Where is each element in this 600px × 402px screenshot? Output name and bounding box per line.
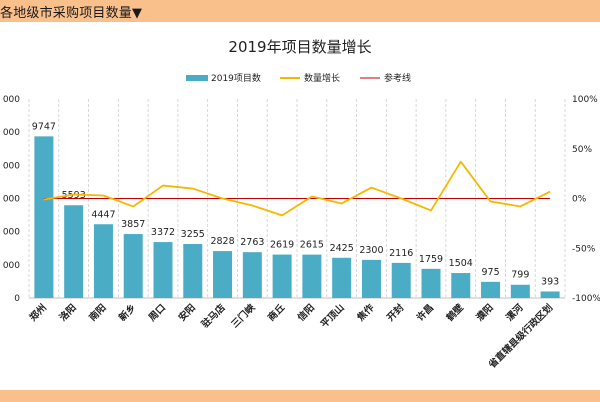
legend-label-reference: 参考线 <box>384 72 411 84</box>
category-label: 漯河 <box>504 301 526 323</box>
category-label: 安阳 <box>176 302 198 324</box>
category-labels: 郑州 洛阳 南阳 新乡 周口 安阳 驻马店 三门峡 商丘 信阳 平顶山 焦作 开封 许昌 鹤壁 濮阳 漯河省直辖… <box>27 301 555 371</box>
right-tick-label: 50% <box>572 145 592 155</box>
bar-value-label: 2116 <box>389 248 413 259</box>
legend-swatch-bars <box>186 75 208 81</box>
category-label: 郑州 <box>27 302 49 324</box>
bar-value-label: 2300 <box>359 245 383 256</box>
right-tick-label: -50% <box>572 244 596 254</box>
left-tick-label: 000 <box>3 161 20 171</box>
category-label: 周口 <box>147 302 168 323</box>
legend: 2019项目数 数量增长 参考线 <box>186 72 411 84</box>
bar <box>242 252 262 298</box>
bar <box>123 234 143 298</box>
legend-label-bars: 2019项目数 <box>211 72 261 84</box>
legend-label-growth: 数量增长 <box>304 72 340 84</box>
category-label: 开封 <box>384 301 406 323</box>
left-tick-label: 000 <box>3 128 20 138</box>
series-line <box>43 160 551 217</box>
bar-value-labels: 9747 5593 4447 3857 3372 3255 2828 2763 2619 2615… <box>32 121 559 287</box>
category-label: 洛阳 <box>57 302 79 324</box>
bar <box>332 257 352 298</box>
bar-value-label: 2828 <box>210 236 234 247</box>
grid-lines <box>28 99 566 299</box>
bar <box>302 254 322 298</box>
page-title[interactable]: 各地级市采购项目数量▼ <box>0 6 143 21</box>
category-label: 新乡 <box>116 302 138 324</box>
bar-value-label: 975 <box>481 267 499 278</box>
right-axis-ticks: 100% 50% 0% -50% -100% <box>572 95 600 304</box>
category-label: 南阳 <box>87 302 109 324</box>
series-lines <box>43 160 551 217</box>
bars <box>34 136 560 298</box>
left-tick-label: 000 <box>3 95 20 105</box>
bar-value-label: 2763 <box>240 237 264 248</box>
bar-value-label: 1504 <box>449 258 473 269</box>
category-label: 信阳 <box>295 302 317 324</box>
bar <box>272 254 292 298</box>
right-tick-label: -100% <box>572 294 600 304</box>
category-label: 许昌 <box>414 302 436 324</box>
category-label: 鹤壁 <box>444 301 466 323</box>
bar <box>510 284 530 298</box>
footer-bar <box>0 390 600 402</box>
category-label: 三门峡 <box>229 301 258 330</box>
bar-value-label: 5593 <box>62 190 86 201</box>
left-tick-label: 0 <box>14 294 20 304</box>
right-tick-label: 100% <box>572 95 598 105</box>
category-label: 濮阳 <box>473 302 496 325</box>
right-tick-label: 0% <box>572 195 587 205</box>
bar <box>183 244 203 298</box>
bar-value-label: 799 <box>511 270 529 281</box>
category-label: 焦作 <box>354 301 377 324</box>
category-label: 商丘 <box>265 301 287 323</box>
bar-value-label: 1759 <box>419 254 443 265</box>
bar <box>153 242 173 298</box>
bar <box>64 205 84 298</box>
bar <box>451 273 471 298</box>
growth-chart: 2019年项目数量增长 2019项目数 数量增长 参考线 00000000000… <box>3 38 600 371</box>
chart-title: 2019年项目数量增长 <box>228 38 371 56</box>
bar <box>421 268 441 298</box>
category-label: 平顶山 <box>318 302 347 331</box>
bar-value-label: 2615 <box>300 240 324 251</box>
bar-value-label: 2619 <box>270 240 294 251</box>
left-tick-label: 000 <box>3 195 20 205</box>
left-tick-label: 000 <box>3 261 20 271</box>
header-bar: 各地级市采购项目数量▼ <box>0 0 600 22</box>
bar <box>391 262 411 298</box>
bar-value-label: 393 <box>541 276 559 287</box>
bar <box>213 251 233 298</box>
bar <box>93 224 113 298</box>
bar-value-label: 2425 <box>330 243 354 254</box>
bar-value-label: 3857 <box>121 219 145 230</box>
bar <box>540 291 560 298</box>
bar-value-label: 9747 <box>32 121 56 132</box>
bar <box>361 259 381 298</box>
bar-value-label: 4447 <box>91 209 115 220</box>
bar-value-label: 3372 <box>151 227 175 238</box>
bar <box>34 136 54 298</box>
bar-value-label: 3255 <box>181 229 205 240</box>
category-label: 驻马店 <box>199 301 228 330</box>
left-tick-label: 000 <box>3 228 20 238</box>
bar <box>481 281 501 298</box>
